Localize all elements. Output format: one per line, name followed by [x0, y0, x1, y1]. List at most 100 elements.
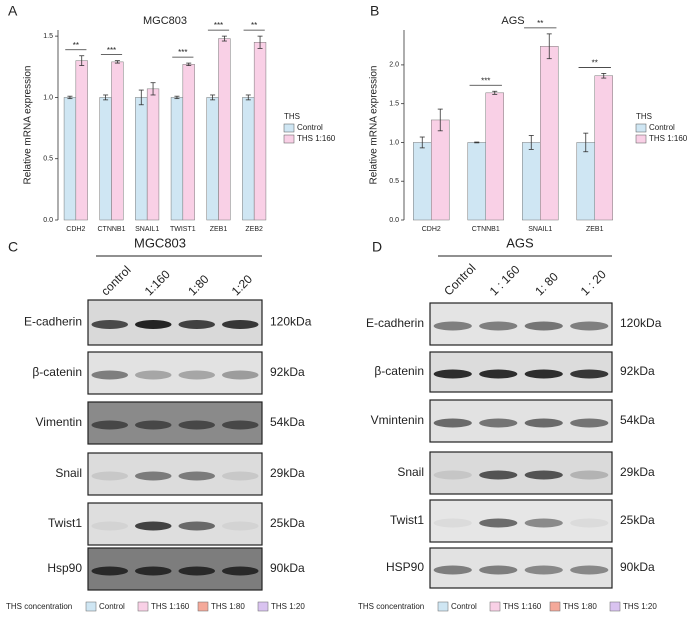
error-bar [114, 60, 120, 64]
blot-band [91, 566, 129, 576]
blot-band [178, 370, 216, 380]
bar [63, 97, 77, 221]
x-tick-label: CTNNB1 [97, 226, 125, 233]
blot-band [524, 369, 563, 379]
blot-band [178, 420, 216, 430]
blot-band [433, 321, 472, 331]
blot-band [134, 521, 172, 531]
blot-band [524, 321, 563, 331]
bar [111, 61, 124, 221]
error-bar [474, 141, 480, 144]
blot-band [178, 320, 216, 329]
legend-label: THS 1:160 [297, 134, 336, 143]
blot-band [91, 370, 129, 380]
error-bar [546, 33, 552, 60]
error-bar [245, 94, 251, 101]
bar [206, 97, 219, 221]
protein-label: β-catenin [32, 365, 82, 379]
error-bar [103, 94, 109, 101]
bar [522, 142, 541, 221]
protein-label: E-cadherin [366, 316, 424, 330]
legend-swatch [257, 601, 269, 612]
blot-band [433, 565, 472, 575]
blot-band [524, 518, 563, 528]
y-tick-label: 1.0 [389, 139, 399, 146]
blot-band [178, 566, 216, 576]
legend-label: THS 1:160 [649, 134, 688, 143]
chart-title: AGS [501, 15, 524, 27]
error-bar [437, 108, 443, 132]
lane-label: 1 : 160 [487, 262, 523, 298]
error-bar [583, 132, 589, 153]
blot-band [134, 566, 172, 576]
lane-label: control [98, 263, 133, 298]
bar [594, 75, 613, 221]
blot-strip [87, 502, 263, 546]
bar [540, 46, 559, 221]
blot-band [570, 369, 609, 379]
x-tick-label: ZEB1 [210, 226, 228, 233]
y-tick-label: 1.0 [43, 94, 53, 101]
lane-label: 1:20 [229, 272, 256, 299]
lane-label: 1:80 [185, 272, 212, 299]
legend-swatch [635, 123, 647, 133]
error-bar [601, 73, 607, 79]
blot-band [524, 470, 563, 480]
panel-label: C [8, 239, 18, 255]
blot-band [178, 521, 216, 531]
x-tick-label: CDH2 [422, 226, 441, 233]
panel-label: A [8, 3, 18, 19]
blot-band [433, 470, 472, 480]
legend-label: THS 1:20 [271, 602, 305, 611]
blot-band [479, 418, 518, 428]
x-tick-label: TWIST1 [170, 226, 196, 233]
error-bar [150, 82, 156, 96]
blot-band [221, 521, 259, 531]
error-bar [138, 89, 144, 106]
bar [253, 42, 267, 221]
protein-label: Twist1 [390, 513, 424, 527]
legend-label: THS 1:160 [503, 602, 542, 611]
y-tick-label: 0.0 [389, 217, 399, 224]
blot-band [479, 565, 518, 575]
legend-swatch [85, 601, 97, 612]
blot-band [178, 471, 216, 481]
blot-band [221, 370, 259, 380]
error-bar [221, 35, 227, 42]
legend-title: THS [636, 112, 652, 121]
blot-band [570, 565, 609, 575]
error-bar [174, 95, 180, 100]
bar [135, 97, 148, 221]
blot-band [433, 418, 472, 428]
legend-swatch [609, 601, 621, 612]
significance-label: *** [214, 21, 223, 30]
blot-band [570, 418, 609, 428]
significance-label: ** [251, 21, 257, 30]
size-label: 92kDa [270, 365, 305, 379]
blot-band [524, 418, 563, 428]
size-label: 54kDa [620, 413, 655, 427]
legend-swatch [437, 601, 449, 612]
size-label: 29kDa [270, 466, 305, 480]
blot-band [221, 420, 259, 430]
legend-title: THS [284, 112, 300, 121]
protein-label: HSP90 [386, 560, 424, 574]
protein-label: Snail [55, 466, 82, 480]
blot-strip [87, 452, 263, 496]
bar [170, 97, 184, 221]
significance-label: ** [73, 41, 79, 50]
x-tick-label: ZEB2 [245, 226, 263, 233]
protein-label: Vmintenin [371, 413, 424, 427]
size-label: 25kDa [620, 513, 655, 527]
blot-title: AGS [506, 235, 534, 250]
blot-band [479, 518, 518, 528]
bar [413, 142, 432, 221]
legend-swatch [197, 601, 209, 612]
y-tick-label: 0.0 [43, 217, 53, 224]
protein-label: Vimentin [36, 415, 82, 429]
blot-band [479, 470, 518, 480]
x-tick-label: ZEB1 [586, 226, 604, 233]
size-label: 90kDa [270, 561, 305, 575]
blot-band [134, 370, 172, 380]
x-tick-label: SNAIL1 [135, 226, 159, 233]
